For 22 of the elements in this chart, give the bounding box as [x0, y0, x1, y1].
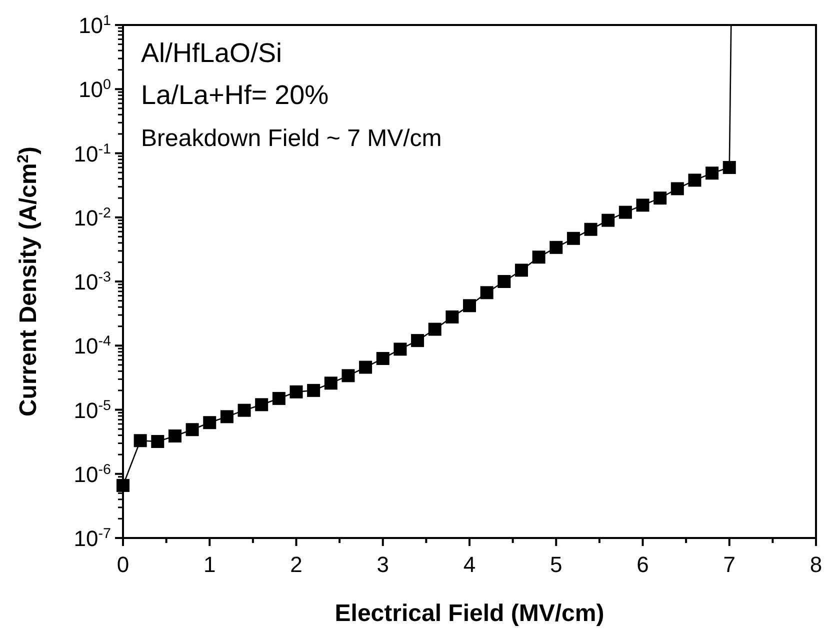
y-tick-label: 10$^{-5}$: [74, 398, 112, 423]
y-tick-label: 10$^{-4}$: [74, 334, 112, 359]
x-tick-label: 3: [376, 552, 389, 577]
x-tick-label: 5: [550, 552, 562, 577]
x-tick-label: 4: [463, 552, 476, 577]
annotation: Breakdown Field ~ 7 MV/cm: [141, 125, 442, 152]
y-tick-label: 10$^{-2}$: [74, 205, 112, 230]
y-tick-label: 10$^{0}$: [78, 77, 112, 102]
y-tick-label: 10$^{-7}$: [74, 526, 112, 551]
x-tick-label: 8: [810, 552, 822, 577]
y-tick-label: 10$^{-1}$: [74, 141, 112, 166]
y-tick-label: 10$^{-6}$: [74, 462, 112, 487]
x-tick-label: 1: [204, 552, 216, 577]
x-axis-title: Electrical Field (MV/cm): [334, 600, 604, 627]
x-tick-label: 7: [723, 552, 736, 577]
x-tick-label: 0: [116, 552, 130, 577]
x-tick-label: 6: [636, 552, 649, 577]
y-tick-label: 10$^{1}$: [78, 13, 112, 38]
annotation: Al/HfLaO/Si: [141, 38, 282, 68]
y-tick-label: 10$^{-3}$: [74, 270, 112, 294]
x-tick-label: 2: [290, 552, 302, 577]
annotation: La/La+Hf= 20%: [141, 80, 329, 110]
